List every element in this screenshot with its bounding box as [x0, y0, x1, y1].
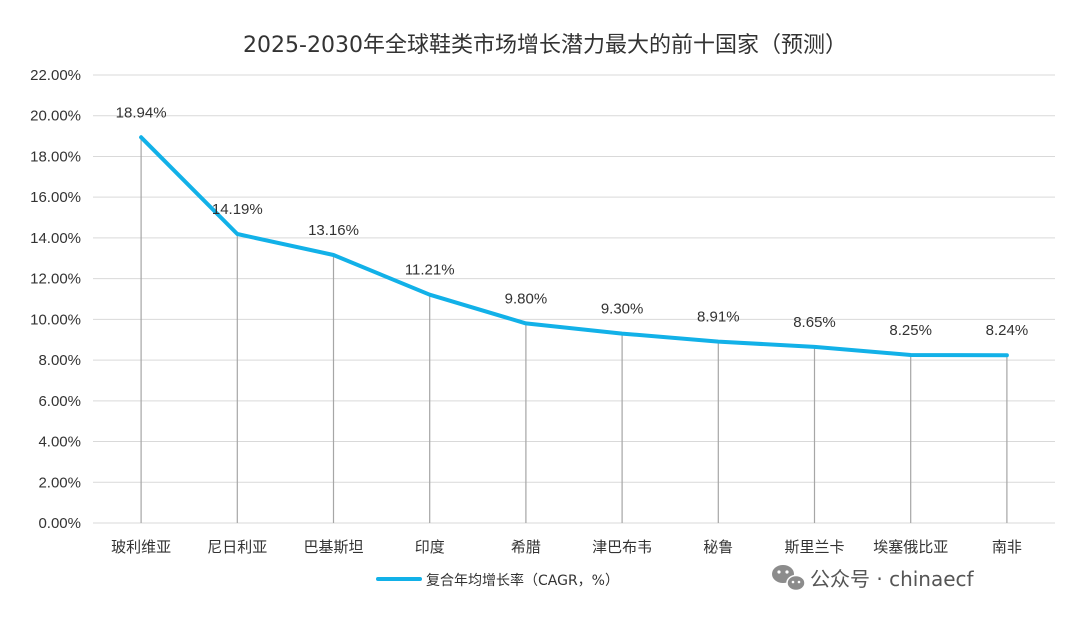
y-tick-label: 14.00% [30, 230, 81, 247]
x-axis-category-labels: 玻利维亚 尼日利亚 巴基斯坦 印度 希腊 津巴布韦 秘鲁 斯里兰卡 埃塞俄比亚 南非 [111, 538, 1022, 556]
legend: 复合年均增长率（CAGR，%） [376, 572, 619, 589]
data-label: 8.65% [793, 314, 836, 331]
y-tick-label: 4.00% [38, 434, 81, 451]
y-tick-label: 22.00% [30, 67, 81, 84]
y-tick-label: 10.00% [30, 311, 81, 328]
watermark-text: 公众号 · chinaecf [810, 567, 975, 591]
x-category-label: 巴基斯坦 [303, 538, 363, 556]
wechat-icon [772, 565, 806, 592]
drop-lines [140, 137, 1008, 523]
data-labels: 18.94% 14.19% 13.16% 11.21% 9.80% 9.30% 8.91% 8… [116, 104, 1029, 339]
x-category-label: 津巴布韦 [592, 538, 652, 556]
series-line-cagr [139, 135, 1009, 358]
x-category-label: 南非 [992, 538, 1022, 556]
x-category-label: 秘鲁 [703, 538, 733, 556]
y-tick-label: 6.00% [38, 393, 81, 410]
y-tick-label: 12.00% [30, 271, 81, 288]
data-label: 9.30% [601, 301, 644, 318]
x-category-label: 玻利维亚 [111, 538, 171, 556]
y-tick-label: 8.00% [38, 352, 81, 369]
gridlines [93, 74, 1055, 524]
data-label: 14.19% [212, 201, 263, 218]
y-tick-label: 18.00% [30, 148, 81, 165]
data-label: 9.80% [505, 290, 548, 307]
watermark: 公众号 · chinaecf [772, 565, 975, 592]
x-category-label: 希腊 [511, 538, 541, 556]
x-category-label: 印度 [415, 538, 445, 556]
data-label: 13.16% [308, 222, 359, 239]
data-label: 8.25% [889, 322, 932, 339]
data-label: 11.21% [405, 262, 455, 279]
y-tick-label: 16.00% [30, 189, 81, 206]
chart-title: 2025-2030年全球鞋类市场增长潜力最大的前十国家（预测） [243, 33, 847, 58]
data-label: 18.94% [116, 104, 167, 121]
y-tick-label: 0.00% [38, 515, 81, 532]
data-label: 8.24% [986, 322, 1029, 339]
x-category-label: 斯里兰卡 [784, 538, 844, 556]
data-label: 8.91% [697, 309, 740, 326]
x-category-label: 尼日利亚 [207, 538, 267, 556]
y-axis-tick-labels: 0.00% 2.00% 4.00% 6.00% 8.00% 10.00% 12.00% 14.… [30, 67, 81, 532]
legend-label: 复合年均增长率（CAGR，%） [426, 572, 619, 589]
x-category-label: 埃塞俄比亚 [873, 538, 948, 556]
y-tick-label: 20.00% [30, 108, 81, 125]
y-tick-label: 2.00% [38, 474, 81, 491]
